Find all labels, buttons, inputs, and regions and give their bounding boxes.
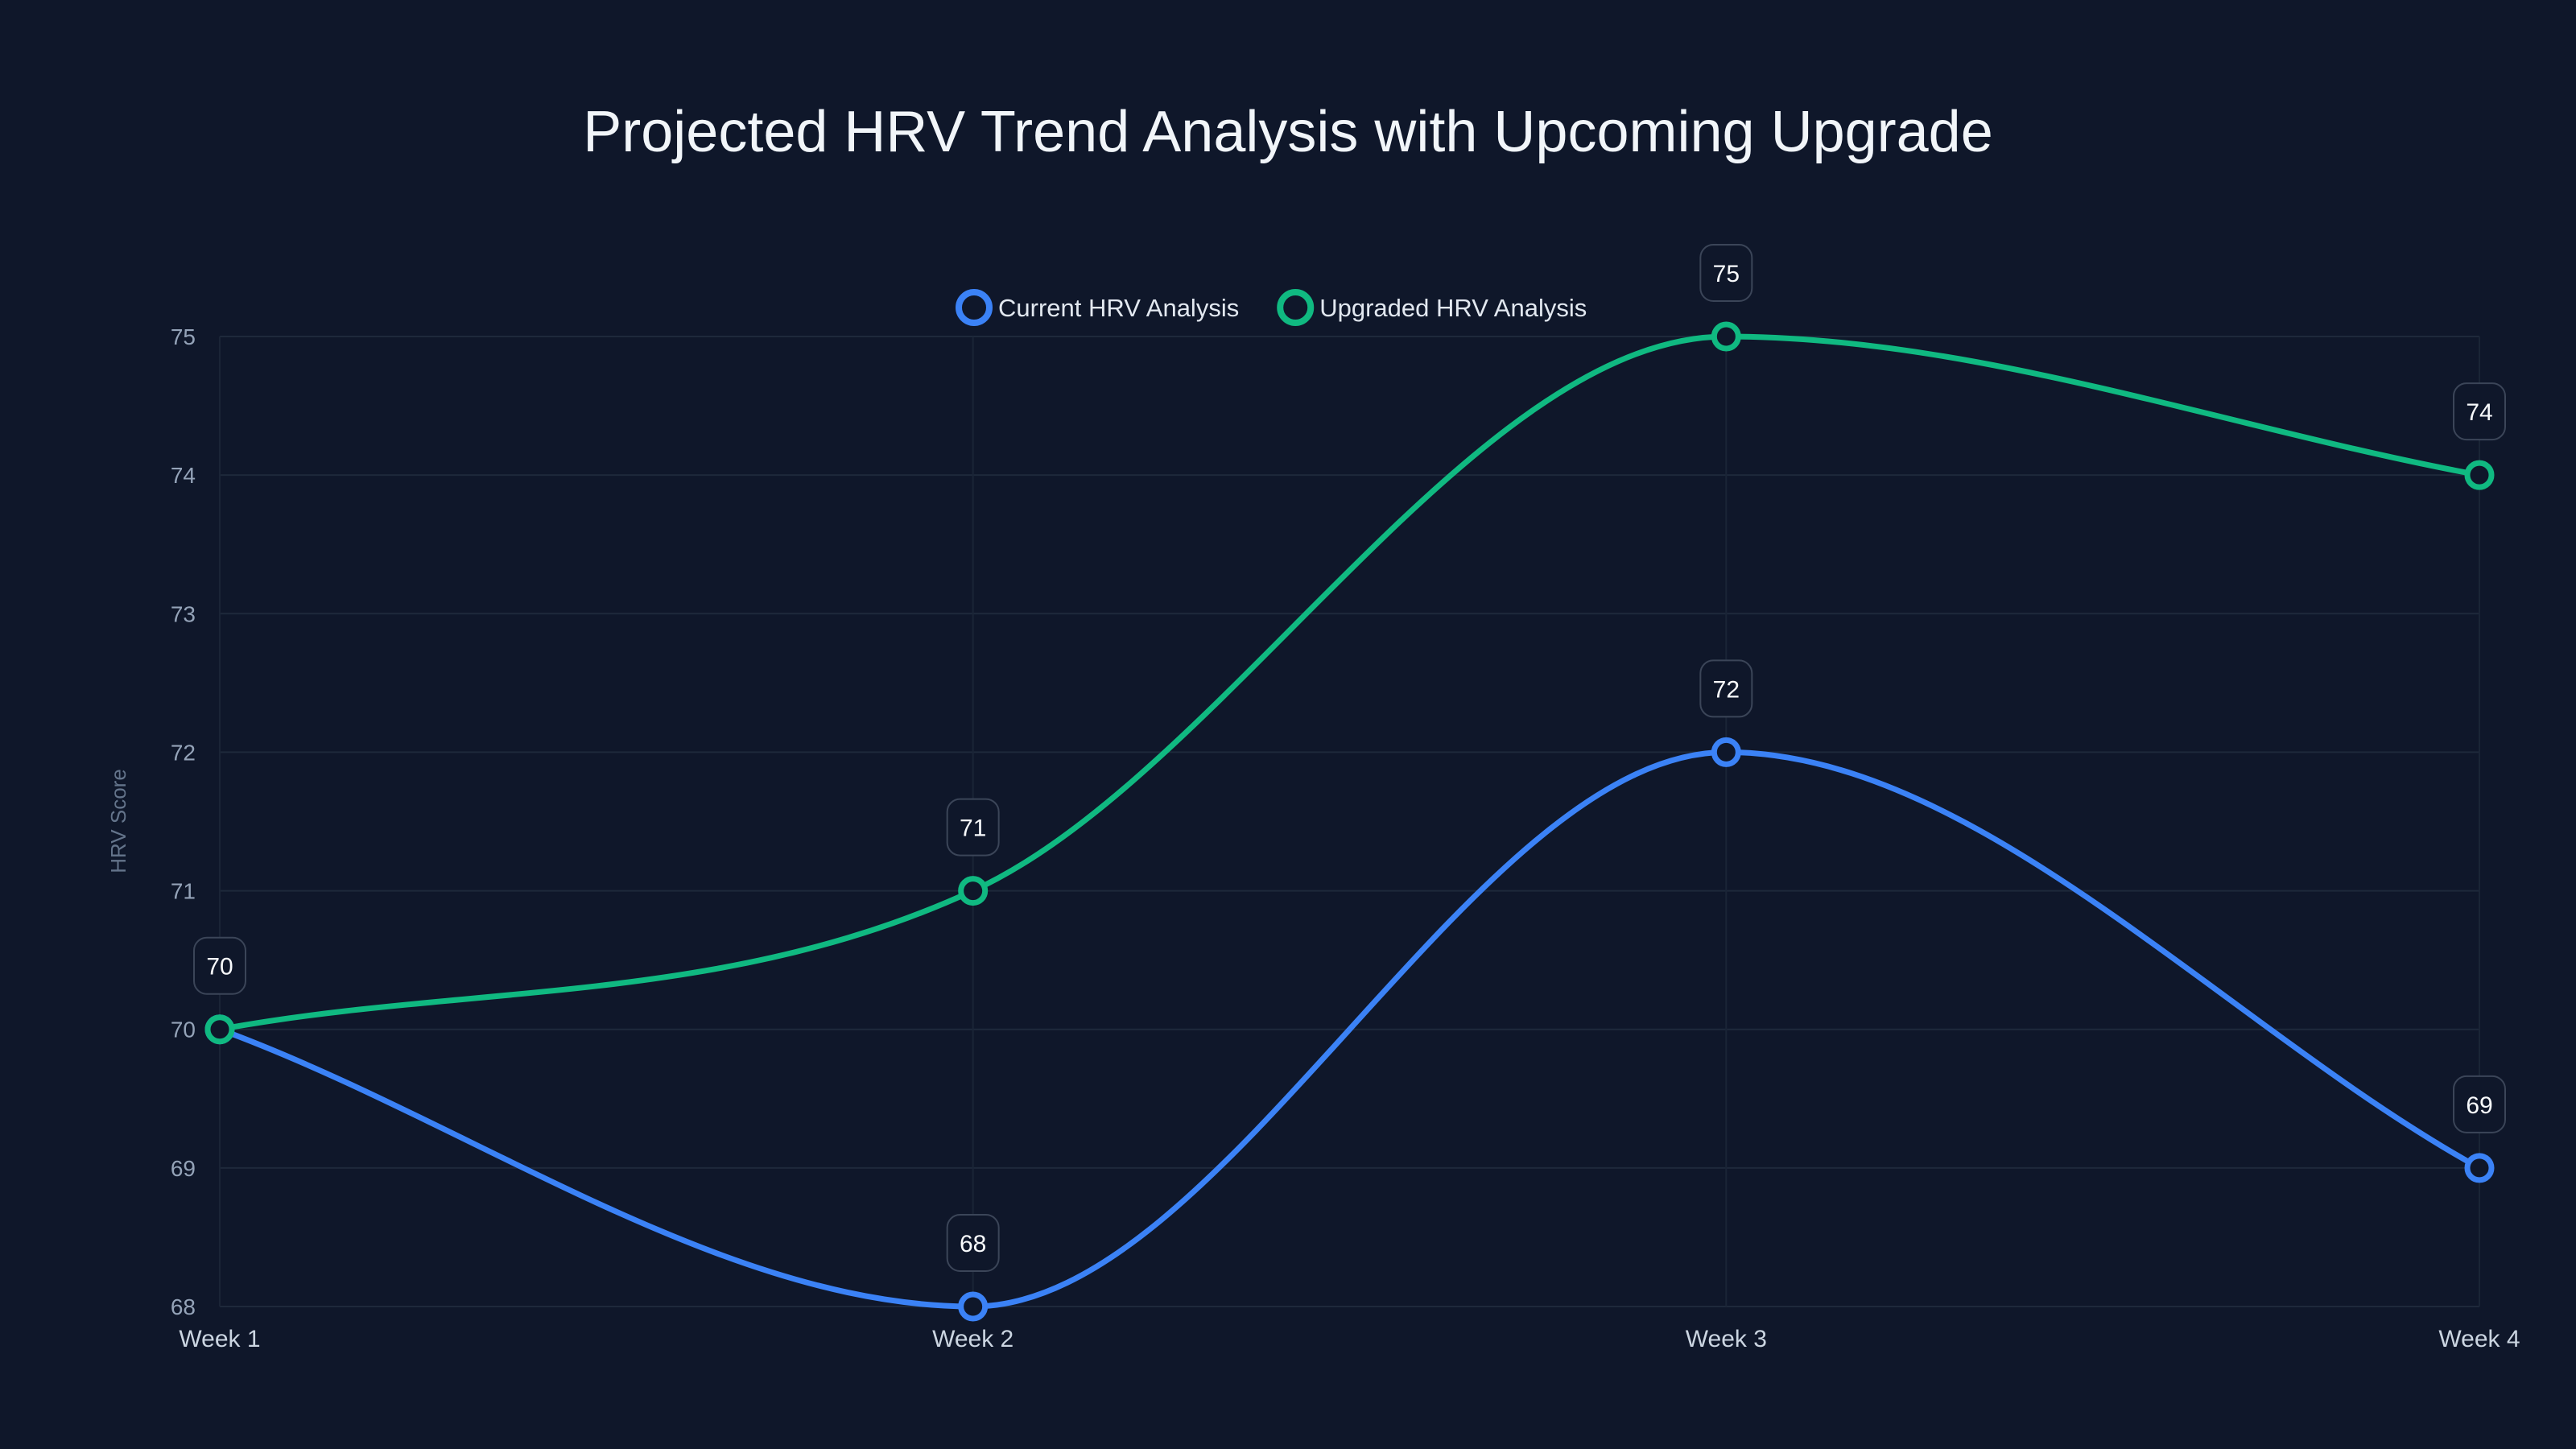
y-axis-title: HRV Score (106, 769, 130, 873)
data-point (2464, 460, 2495, 490)
data-label-box (1699, 659, 1753, 718)
series-line (218, 749, 2481, 1310)
x-tick-label: Week 1 (179, 1326, 260, 1352)
data-label: 75 (1713, 261, 1740, 287)
data-point (958, 1291, 989, 1322)
y-tick-label: 71 (171, 879, 196, 904)
data-label-box (1699, 244, 1753, 302)
y-axis-ticks: 68 69 70 71 72 73 74 75 (171, 324, 196, 1319)
x-axis-ticks: Week 1 Week 2 Week 3 Week 4 (179, 1326, 2520, 1352)
y-tick-label: 70 (171, 1018, 196, 1042)
legend-marker-icon (1277, 289, 1315, 326)
data-label: 68 (960, 1231, 986, 1257)
data-label-box (193, 936, 246, 995)
x-tick-label: Week 2 (932, 1326, 1013, 1352)
x-tick-label: Week 4 (2438, 1326, 2520, 1352)
y-tick-label: 69 (171, 1156, 196, 1181)
data-point (204, 1014, 235, 1045)
y-tick-label: 75 (171, 324, 196, 349)
data-label-box (946, 1214, 1000, 1272)
series-group (204, 321, 2495, 1322)
series-line (219, 333, 2480, 1033)
data-label-box (2453, 382, 2506, 441)
y-tick-label: 72 (171, 740, 196, 765)
data-label: 74 (2466, 399, 2492, 426)
chart-title: Projected HRV Trend Analysis with Upcomi… (583, 100, 1993, 164)
y-tick-label: 68 (171, 1294, 196, 1319)
data-label: 71 (960, 815, 986, 842)
y-tick-label: 73 (171, 601, 196, 626)
data-point (1711, 321, 1741, 352)
legend-marker-icon (956, 289, 993, 326)
y-tick-label: 74 (171, 463, 196, 488)
grid (219, 336, 2480, 1307)
legend: Current HRV Analysis Upgraded HRV Analysi… (956, 289, 1587, 326)
data-labels: 70 68 72 69 71 75 74 (193, 244, 2506, 1272)
data-point (1711, 737, 1741, 767)
data-label-box (2453, 1075, 2506, 1133)
data-label: 69 (2466, 1092, 2492, 1119)
data-point (958, 876, 989, 906)
legend-label: Upgraded HRV Analysis (1319, 294, 1587, 322)
data-label: 70 (206, 954, 233, 980)
data-label-box (946, 798, 1000, 857)
data-label: 72 (1713, 676, 1740, 703)
x-tick-label: Week 3 (1686, 1326, 1767, 1352)
legend-label: Current HRV Analysis (998, 294, 1239, 322)
data-point (2464, 1153, 2495, 1183)
